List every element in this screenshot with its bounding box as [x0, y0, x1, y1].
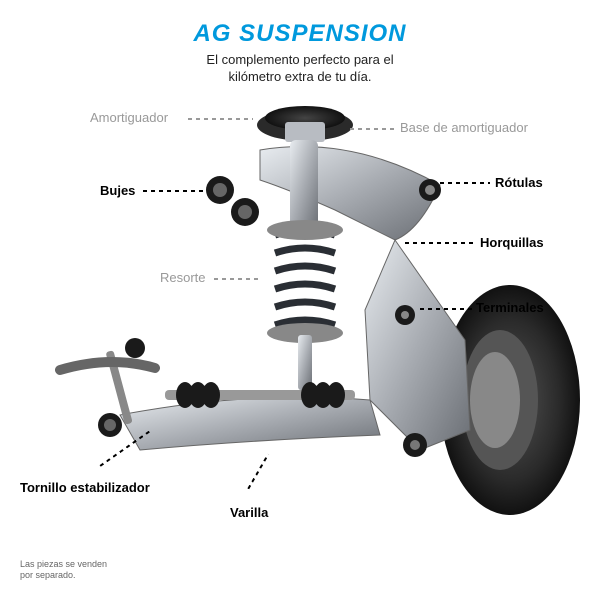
suspension-diagram: Amortiguador Base de amortiguador Bujes … [0, 90, 600, 540]
leader-line [350, 128, 398, 130]
footnote-line-2: por separado. [20, 570, 76, 580]
page-subtitle: El complemento perfecto para el kilómetr… [0, 52, 600, 86]
label-varilla: Varilla [230, 505, 268, 520]
leader-line [143, 190, 203, 192]
label-base-amortiguador: Base de amortiguador [400, 120, 528, 135]
label-terminales: Terminales [476, 300, 544, 315]
subtitle-line-2: kilómetro extra de tu día. [228, 69, 371, 84]
footnote-line-1: Las piezas se venden [20, 559, 107, 569]
spring-shape [275, 230, 335, 325]
footnote: Las piezas se venden por separado. [20, 559, 107, 582]
page-title: AG SUSPENSION [0, 0, 600, 48]
label-rotulas: Rótulas [495, 175, 543, 190]
leader-line [214, 278, 259, 280]
label-tornillo-estabilizador: Tornillo estabilizador [20, 480, 150, 495]
suspension-illustration [0, 90, 600, 540]
shock-body-shape [290, 140, 318, 230]
leader-line [420, 308, 472, 310]
leader-line [188, 118, 253, 120]
leader-line [405, 242, 475, 244]
label-amortiguador: Amortiguador [90, 110, 168, 125]
subtitle-line-1: El complemento perfecto para el [206, 52, 393, 67]
leader-line [440, 182, 490, 184]
label-horquillas: Horquillas [480, 235, 544, 250]
knuckle-shape [365, 240, 470, 450]
label-resorte: Resorte [160, 270, 206, 285]
label-bujes: Bujes [100, 183, 135, 198]
